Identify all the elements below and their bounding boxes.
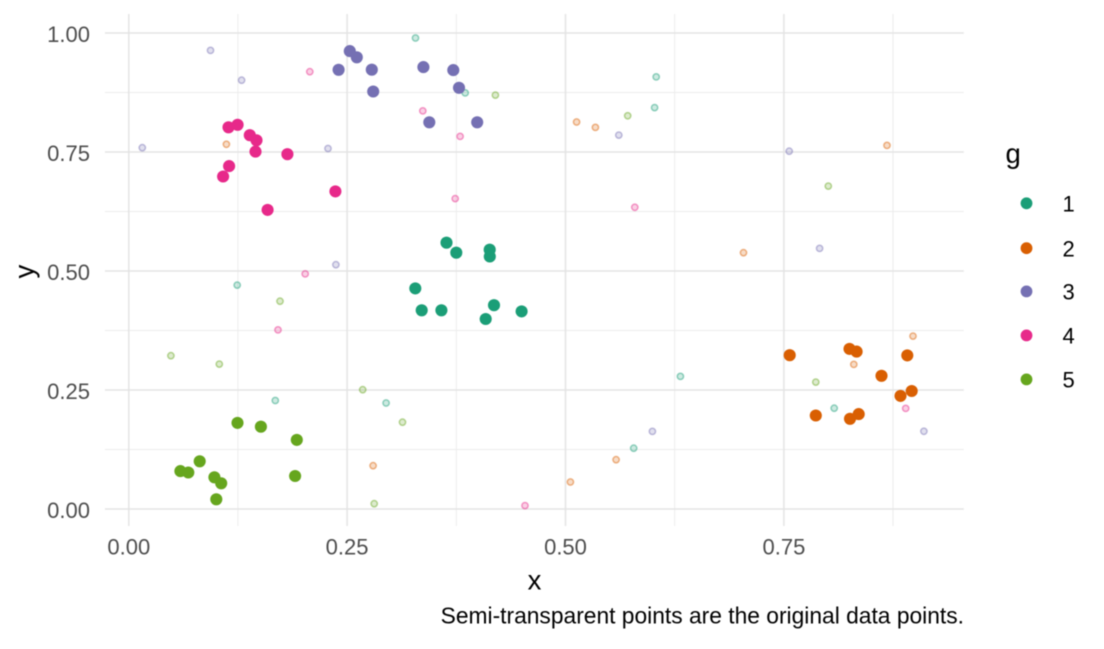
svg-text:1.00: 1.00 [47,22,90,47]
svg-text:0.25: 0.25 [326,535,369,560]
svg-text:0.75: 0.75 [47,141,90,166]
svg-text:1: 1 [1063,192,1075,217]
svg-text:0.75: 0.75 [762,535,805,560]
svg-text:0.50: 0.50 [47,260,90,285]
svg-text:0.25: 0.25 [47,379,90,404]
svg-text:Semi-transparent points are th: Semi-transparent points are the original… [441,603,964,629]
svg-text:0.00: 0.00 [107,535,150,560]
svg-text:5: 5 [1063,368,1075,393]
svg-text:0.00: 0.00 [47,498,90,523]
svg-text:2: 2 [1063,236,1075,261]
svg-text:4: 4 [1063,324,1075,349]
svg-text:0.50: 0.50 [544,535,587,560]
svg-text:3: 3 [1063,280,1075,305]
svg-text:y: y [9,264,40,278]
svg-text:x: x [528,565,542,596]
svg-text:g: g [1006,138,1021,169]
